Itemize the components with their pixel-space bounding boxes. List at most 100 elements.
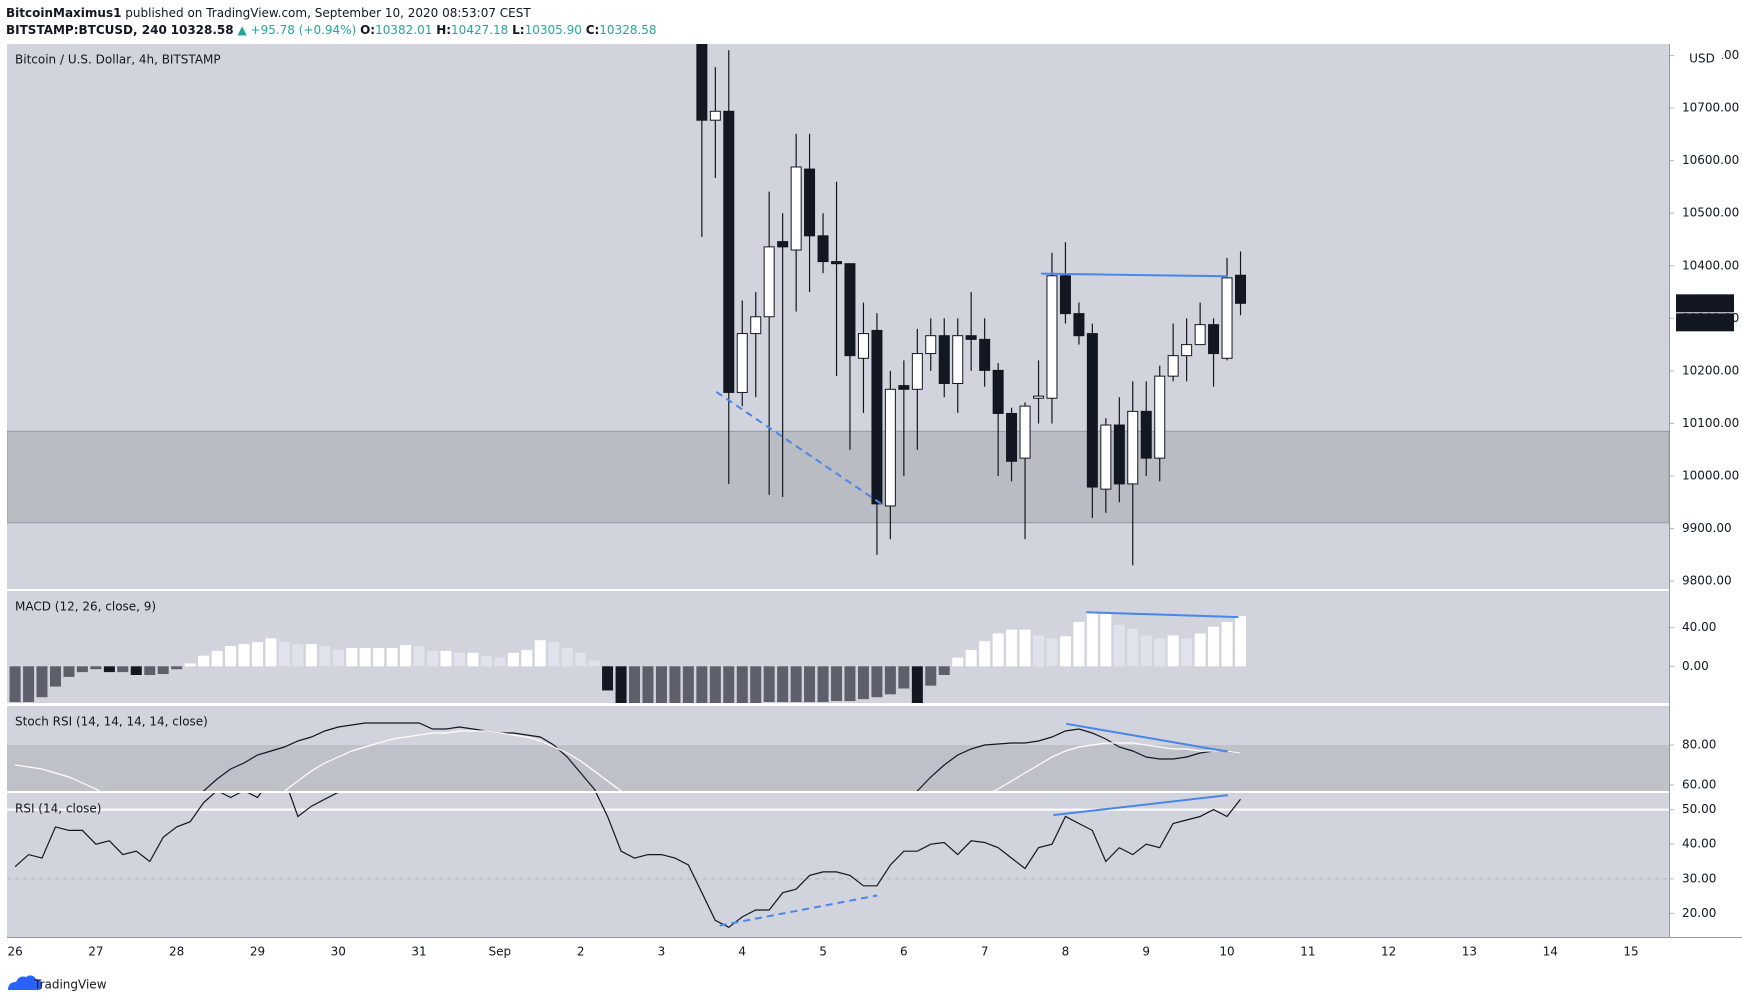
macd-bar (629, 666, 641, 703)
published: published on TradingView.com, September … (125, 6, 531, 20)
macd-bar (9, 666, 21, 703)
candle-body (884, 388, 896, 507)
candle-body (817, 235, 829, 263)
macd-bar (763, 666, 775, 703)
macd-bar (373, 647, 385, 667)
macd-bar (427, 650, 439, 667)
panel-title: Stoch RSI (14, 14, 14, 14, close) (15, 715, 208, 729)
ohlc-label: O: (360, 23, 375, 37)
macd-bar (1194, 633, 1206, 667)
macd-bar (265, 638, 277, 667)
macd-bar (615, 666, 627, 703)
candle-body (1046, 275, 1058, 399)
trend-line (1053, 794, 1228, 817)
y-tick-label: 40.00 (1682, 620, 1716, 634)
macd-bar (103, 666, 115, 673)
x-tick-label: 13 (1462, 945, 1477, 959)
x-tick-label: 12 (1381, 945, 1396, 959)
macd-bar (871, 666, 883, 698)
macd-bar (90, 666, 102, 670)
macd-bar (1181, 638, 1193, 667)
macd-bar (1208, 626, 1220, 667)
macd-bar (130, 666, 142, 675)
y-tick-label: 9900.00 (1682, 521, 1732, 535)
candle-body (1019, 405, 1031, 459)
logo-icon (8, 975, 42, 990)
band (7, 745, 1669, 791)
y-tick-label: 10100.00 (1682, 416, 1739, 430)
macd-bar (278, 642, 290, 667)
candle-body (1006, 412, 1018, 462)
candle-body (952, 335, 964, 385)
macd-bar (898, 666, 910, 689)
x-tick-label: 27 (88, 945, 103, 959)
macd-bar (548, 642, 560, 667)
macd-bar (817, 666, 829, 703)
macd-bar (1154, 638, 1166, 667)
candle-body (750, 316, 762, 335)
x-tick-label: 6 (900, 945, 908, 959)
macd-bar (750, 666, 762, 703)
y-tick-label: 80.00 (1682, 738, 1716, 752)
unit-box (1682, 50, 1722, 68)
macd-bar (1100, 613, 1112, 667)
candle-body (1059, 275, 1071, 315)
change: ▲ +95.78 (+0.94%) (237, 23, 356, 37)
macd-bar (467, 652, 479, 667)
macd-bar (225, 646, 237, 667)
y-tick-label: 10200.00 (1682, 363, 1739, 377)
macd-bar (1235, 616, 1247, 667)
macd-bar (1059, 636, 1071, 667)
panel-bg (7, 793, 1669, 937)
last-price: 10328.58 (171, 23, 234, 37)
macd-bar (238, 644, 250, 667)
macd-bar (844, 666, 856, 702)
macd-bar (1019, 629, 1031, 667)
macd-bar (319, 646, 331, 667)
indicator-line (14, 793, 1241, 929)
x-tick-label: 15 (1623, 945, 1638, 959)
ohlc-value: 10382.01 (375, 23, 432, 37)
brand-logo[interactable]: TradingView (8, 975, 107, 992)
candle-body (1033, 395, 1045, 399)
macd-bar (534, 640, 546, 667)
macd-bar (117, 666, 129, 673)
x-tick-label: 26 (7, 945, 22, 959)
macd-bar (1221, 621, 1233, 667)
y-tick-label: 30.00 (1682, 871, 1716, 885)
indicator-line (15, 730, 1241, 791)
macd-bar (696, 666, 708, 703)
macd-bar (76, 666, 88, 673)
x-tick-label: Sep (489, 945, 512, 959)
macd-bar (669, 666, 681, 703)
y-tick-label: 50.00 (1682, 802, 1716, 816)
trend-line (715, 391, 884, 506)
x-tick-label: 11 (1300, 945, 1315, 959)
y-tick-label: 10400.00 (1682, 258, 1739, 272)
panel-title: Bitcoin / U.S. Dollar, 4h, BITSTAMP (15, 53, 221, 67)
candle-body (831, 261, 843, 265)
candle-body (1194, 324, 1206, 346)
macd-bar (386, 647, 398, 667)
macd-bar (413, 646, 425, 667)
x-tick-label: 8 (1062, 945, 1070, 959)
candle-body (1127, 410, 1139, 485)
candle-body (1154, 375, 1166, 459)
macd-bar (494, 657, 506, 667)
macd-bar (1033, 635, 1045, 667)
macd-bar (1140, 635, 1152, 667)
macd-bar (979, 641, 991, 667)
candle-body (1208, 324, 1220, 355)
macd-bar (144, 666, 156, 675)
macd-bar (184, 663, 196, 667)
y-tick-label: 0.00 (1682, 659, 1709, 673)
candle-body (1167, 355, 1179, 377)
countdown-tag (1676, 313, 1734, 332)
y-tick-label: 20.00 (1682, 906, 1716, 920)
panel-title: MACD (12, 26, close, 9) (15, 600, 156, 614)
trend-line (1086, 611, 1239, 619)
macd-bar (952, 657, 964, 667)
y-tick-label: 9800.00 (1682, 574, 1732, 588)
x-tick-label: 28 (169, 945, 184, 959)
